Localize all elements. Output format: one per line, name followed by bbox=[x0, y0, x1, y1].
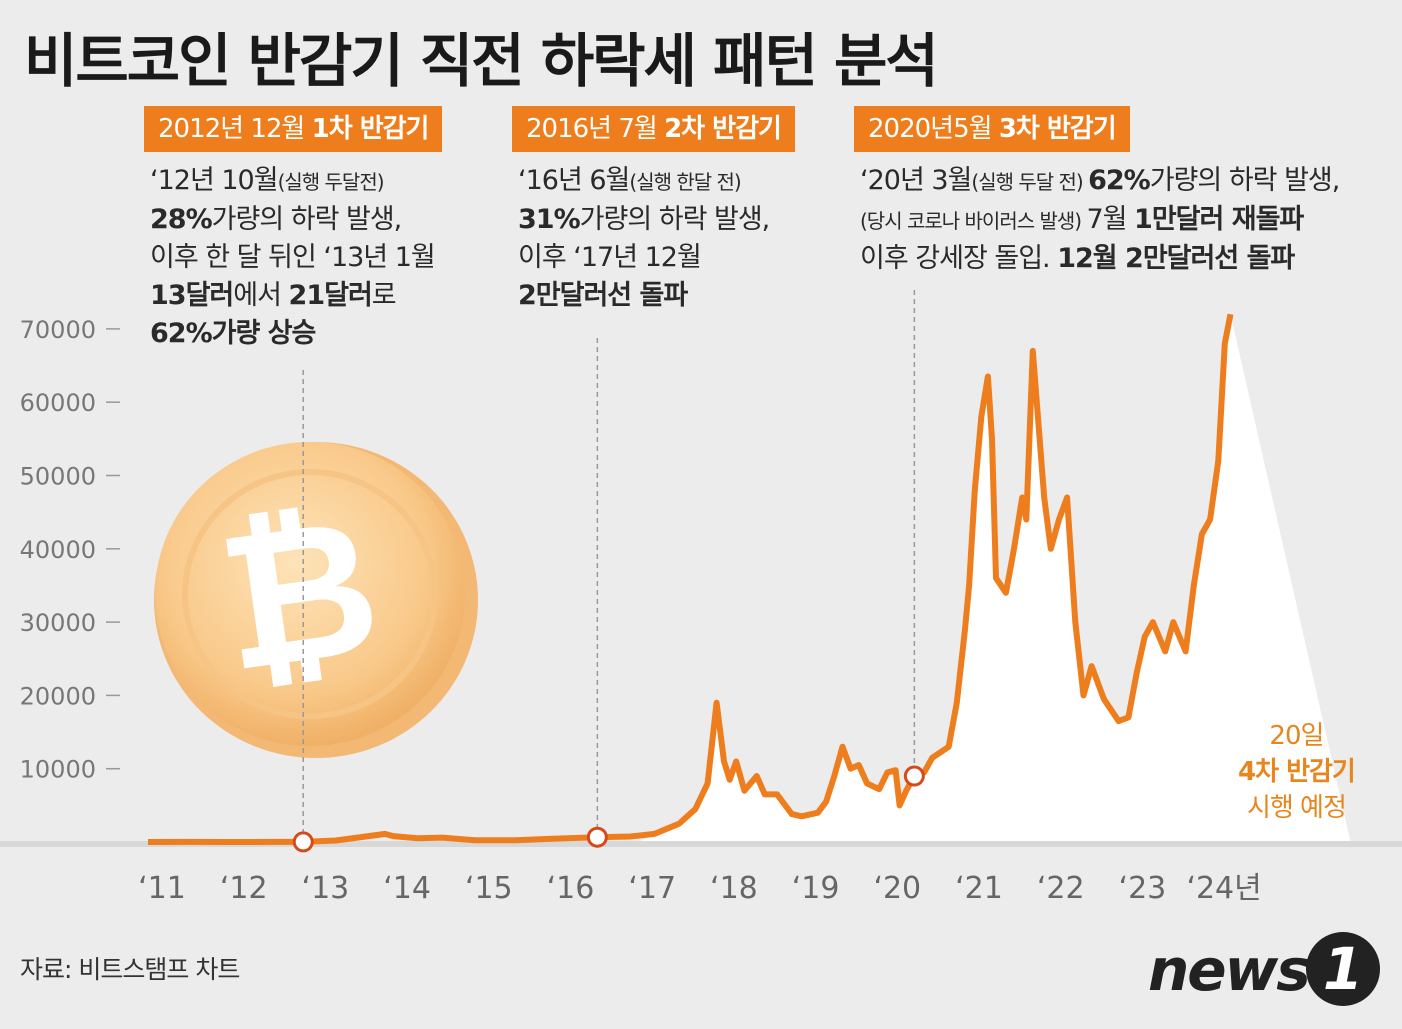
halving-label-2-name: 2차 반감기 bbox=[664, 114, 782, 144]
desc-bold: 21달러 bbox=[288, 280, 373, 311]
upcoming-bold: 4차 반감기 bbox=[1238, 757, 1356, 787]
desc-text: ‘12년 10월 bbox=[150, 165, 279, 196]
logo-text: news bbox=[1148, 936, 1311, 1004]
desc-text: 7월 bbox=[1086, 204, 1135, 235]
x-tick-label: ‘17 bbox=[628, 871, 676, 906]
halving-marker bbox=[586, 826, 608, 848]
upcoming-line: 시행 예정 bbox=[1246, 793, 1347, 823]
price-line bbox=[147, 313, 1234, 845]
desc-bold: 2만달러선 돌파 bbox=[518, 280, 688, 311]
desc-bold: 62%가량 상승 bbox=[150, 318, 316, 349]
desc-note: (당시 코로나 바이러스 발생) bbox=[860, 209, 1087, 233]
x-tick-label: ‘11 bbox=[138, 871, 186, 906]
desc-bold: 62% bbox=[1088, 165, 1151, 196]
y-tick-label: 70000 bbox=[20, 316, 96, 344]
desc-bold: 13달러 bbox=[150, 280, 234, 311]
x-tick-label: ‘23 bbox=[1119, 871, 1167, 906]
halving-label-2-date: 2016년 7월 bbox=[526, 114, 665, 144]
desc-line: 13달러에서 21달러로 bbox=[150, 277, 435, 315]
desc-bold: 12월 2만달러선 돌파 bbox=[1057, 243, 1295, 274]
source-note: 자료: 비트스탬프 차트 bbox=[20, 955, 240, 984]
upcoming-line: 20일 bbox=[1269, 721, 1324, 751]
desc-text: 로 bbox=[371, 280, 397, 311]
x-tick-label: ‘22 bbox=[1037, 871, 1085, 906]
desc-line: ‘12년 10월(실행 두달전) bbox=[150, 162, 435, 201]
x-tick-label: ‘19 bbox=[792, 871, 840, 906]
y-tick-label: 10000 bbox=[20, 756, 96, 784]
y-tick-label: 30000 bbox=[20, 609, 96, 637]
desc-line: 2만달러선 돌파 bbox=[518, 277, 769, 315]
logo-badge: 1 bbox=[1306, 932, 1380, 1006]
news1-logo: news 1 bbox=[1148, 930, 1388, 1010]
desc-text: 가량의 하락 발생, bbox=[579, 204, 771, 235]
svg-text:₿: ₿ bbox=[207, 474, 391, 714]
desc-bold: 28% bbox=[150, 204, 213, 235]
x-tick-label: ‘20 bbox=[873, 871, 921, 906]
halving-label-1-name: 1차 반감기 bbox=[311, 114, 430, 144]
page-title: 비트코인 반감기 직전 하락세 패턴 분석 bbox=[24, 27, 939, 95]
upcoming-halving-note: 20일 4차 반감기 시행 예정 bbox=[1238, 718, 1356, 826]
x-tick-label: ‘21 bbox=[955, 871, 1003, 906]
halving-label-1: 2012년 12월 1차 반감기 bbox=[144, 106, 443, 152]
desc-line: ‘20년 3월(실행 두달 전) 62%가량의 하락 발생, bbox=[860, 162, 1341, 201]
upcoming-line: 4차 반감기 bbox=[1238, 754, 1356, 790]
halving-desc-3: ‘20년 3월(실행 두달 전) 62%가량의 하락 발생, (당시 코로나 바… bbox=[860, 162, 1341, 278]
halving-marker bbox=[292, 831, 314, 853]
desc-line: 이후 강세장 돌입. 12월 2만달러선 돌파 bbox=[860, 240, 1339, 278]
desc-text: 이후 ‘17년 12월 bbox=[518, 242, 702, 273]
x-tick-label: ‘15 bbox=[465, 871, 513, 906]
halving-desc-1: ‘12년 10월(실행 두달전) 28%가량의 하락 발생, 이후 한 달 뒤인… bbox=[150, 162, 436, 353]
desc-text: 이후 한 달 뒤인 ‘13년 1월 bbox=[150, 242, 436, 273]
desc-bold: 31% bbox=[518, 204, 581, 235]
x-tick-label: ‘18 bbox=[710, 871, 758, 906]
desc-line: ‘16년 6월(실행 한달 전) bbox=[518, 162, 769, 201]
desc-text: 가량의 하락 발생, bbox=[211, 204, 403, 235]
halving-marker bbox=[903, 765, 925, 787]
x-tick-label: ‘13 bbox=[302, 871, 350, 906]
x-tick-label: ‘24년 bbox=[1186, 871, 1261, 906]
halving-label-3: 2020년5월 3차 반감기 bbox=[854, 106, 1130, 152]
x-tick-label: ‘14 bbox=[383, 871, 431, 906]
halving-label-3-date: 2020년5월 bbox=[868, 114, 999, 144]
desc-note: (실행 한달 전) bbox=[629, 170, 741, 194]
y-tick-label: 40000 bbox=[20, 536, 96, 564]
desc-line: (당시 코로나 바이러스 발생) 7월 1만달러 재돌파 bbox=[860, 201, 1339, 240]
y-tick-label: 20000 bbox=[20, 682, 96, 710]
desc-text: ‘16년 6월 bbox=[518, 165, 630, 196]
y-tick-label: 60000 bbox=[20, 389, 96, 417]
halving-desc-2: ‘16년 6월(실행 한달 전) 31%가량의 하락 발생, 이후 ‘17년 1… bbox=[518, 162, 771, 315]
desc-line: 이후 ‘17년 12월 bbox=[518, 239, 769, 277]
desc-line: 28%가량의 하락 발생, bbox=[150, 201, 435, 239]
desc-line: 31%가량의 하락 발생, bbox=[518, 201, 771, 239]
desc-line: 62%가량 상승 bbox=[150, 315, 435, 353]
desc-text: 가량의 하락 발생, bbox=[1149, 165, 1341, 196]
x-tick-label: ‘12 bbox=[220, 871, 268, 906]
desc-text: 이후 강세장 돌입. bbox=[860, 243, 1058, 274]
y-tick-label: 50000 bbox=[20, 463, 96, 491]
desc-line: 이후 한 달 뒤인 ‘13년 1월 bbox=[150, 239, 436, 277]
halving-label-2: 2016년 7월 2차 반감기 bbox=[512, 106, 795, 152]
desc-text: 에서 bbox=[233, 280, 289, 311]
desc-note: (실행 두달전) bbox=[277, 170, 385, 194]
desc-bold: 1만달러 재돌파 bbox=[1134, 204, 1304, 235]
desc-note: (실행 두달 전) bbox=[971, 170, 1089, 194]
halving-label-3-name: 3차 반감기 bbox=[998, 114, 1117, 144]
bitcoin-coin-icon: ₿ bbox=[154, 442, 478, 758]
x-tick-label: ‘16 bbox=[547, 871, 595, 906]
halving-label-1-date: 2012년 12월 bbox=[158, 114, 312, 144]
desc-text: ‘20년 3월 bbox=[860, 165, 972, 196]
